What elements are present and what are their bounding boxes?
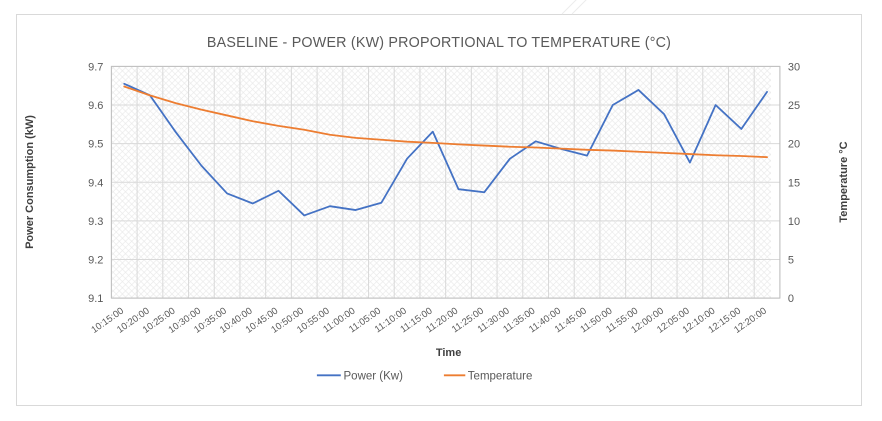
svg-text:9.1: 9.1 <box>88 293 103 305</box>
svg-text:Temperature: Temperature <box>468 370 533 382</box>
svg-text:9.2: 9.2 <box>88 254 103 266</box>
svg-text:9.5: 9.5 <box>88 139 103 151</box>
svg-text:15: 15 <box>788 177 800 189</box>
svg-text:Power Consumption (kW): Power Consumption (kW) <box>24 115 36 249</box>
svg-text:Time: Time <box>436 347 461 359</box>
svg-text:10: 10 <box>788 216 800 228</box>
svg-text:9.3: 9.3 <box>88 216 103 228</box>
svg-text:9.7: 9.7 <box>88 61 103 73</box>
svg-text:25: 25 <box>788 100 800 112</box>
svg-text:0: 0 <box>788 293 794 305</box>
svg-text:5: 5 <box>788 254 794 266</box>
svg-text:20: 20 <box>788 139 800 151</box>
svg-text:30: 30 <box>788 61 800 73</box>
svg-text:9.6: 9.6 <box>88 100 103 112</box>
svg-text:Temperature °C: Temperature °C <box>838 141 850 222</box>
svg-text:Power (Kw): Power (Kw) <box>344 370 404 382</box>
svg-text:9.4: 9.4 <box>88 177 103 189</box>
